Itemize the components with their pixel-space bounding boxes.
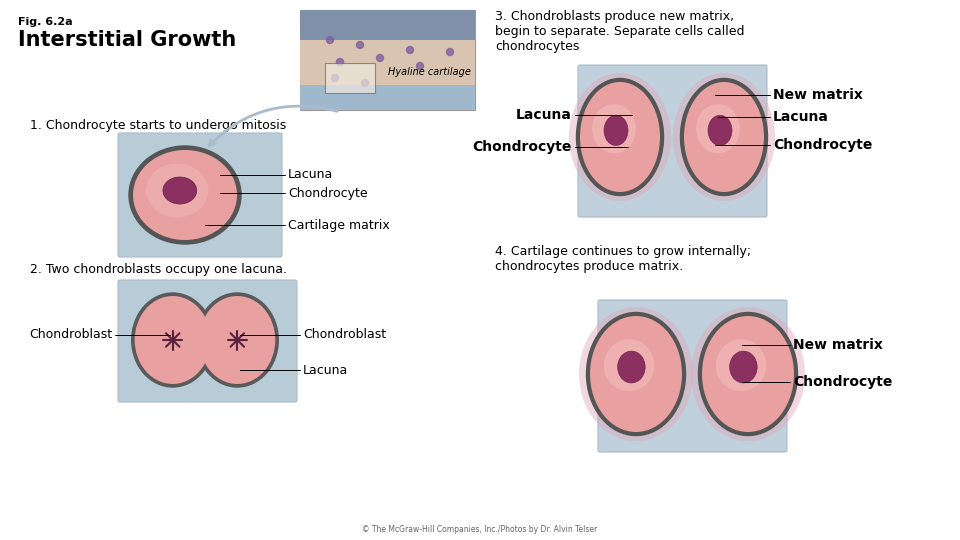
Ellipse shape bbox=[196, 293, 278, 387]
Bar bbox=[300, 10, 475, 110]
FancyBboxPatch shape bbox=[578, 65, 767, 217]
Text: Chondrocyte: Chondrocyte bbox=[773, 138, 873, 152]
Text: 2. Two chondroblasts occupy one lacuna.: 2. Two chondroblasts occupy one lacuna. bbox=[30, 264, 287, 276]
Text: 3. Chondroblasts produce new matrix,
begin to separate. Separate cells called
ch: 3. Chondroblasts produce new matrix, beg… bbox=[495, 10, 745, 53]
Ellipse shape bbox=[730, 351, 757, 383]
Text: © The McGraw-Hill Companies, Inc./Photos by Dr. Alvin Telser: © The McGraw-Hill Companies, Inc./Photos… bbox=[362, 525, 598, 534]
Text: Chondrocyte: Chondrocyte bbox=[472, 140, 572, 154]
Ellipse shape bbox=[133, 150, 237, 240]
Circle shape bbox=[356, 42, 364, 49]
Ellipse shape bbox=[702, 316, 794, 432]
Ellipse shape bbox=[708, 115, 732, 145]
Bar bbox=[325, 63, 375, 93]
FancyBboxPatch shape bbox=[598, 300, 787, 452]
Ellipse shape bbox=[716, 339, 766, 392]
Ellipse shape bbox=[129, 146, 241, 244]
Text: 4. Cartilage continues to grow internally;
chondrocytes produce matrix.: 4. Cartilage continues to grow internall… bbox=[495, 245, 751, 273]
Text: Chondroblast: Chondroblast bbox=[303, 328, 386, 341]
Text: Lacuna: Lacuna bbox=[773, 110, 828, 124]
Text: Fig. 6.2a: Fig. 6.2a bbox=[18, 17, 73, 27]
Text: 1. Chondrocyte starts to undergo mitosis: 1. Chondrocyte starts to undergo mitosis bbox=[30, 118, 286, 132]
Ellipse shape bbox=[587, 313, 685, 435]
Text: Chondrocyte: Chondrocyte bbox=[288, 186, 368, 199]
Bar bbox=[300, 40, 475, 85]
Text: Chondroblast: Chondroblast bbox=[29, 328, 112, 341]
Circle shape bbox=[331, 75, 339, 82]
Bar bbox=[300, 85, 475, 110]
Ellipse shape bbox=[699, 313, 798, 435]
FancyBboxPatch shape bbox=[118, 133, 282, 257]
Circle shape bbox=[417, 63, 423, 70]
Ellipse shape bbox=[200, 296, 276, 384]
Ellipse shape bbox=[132, 293, 214, 387]
Text: New matrix: New matrix bbox=[793, 338, 883, 352]
Ellipse shape bbox=[604, 115, 628, 145]
Circle shape bbox=[362, 79, 369, 86]
Ellipse shape bbox=[577, 78, 663, 195]
Ellipse shape bbox=[592, 104, 636, 153]
Ellipse shape bbox=[590, 316, 682, 432]
Text: New matrix: New matrix bbox=[773, 88, 863, 102]
Ellipse shape bbox=[673, 73, 775, 201]
Text: Interstitial Growth: Interstitial Growth bbox=[18, 30, 236, 50]
Circle shape bbox=[337, 58, 344, 65]
Ellipse shape bbox=[579, 307, 693, 441]
Ellipse shape bbox=[604, 339, 655, 392]
FancyBboxPatch shape bbox=[118, 280, 297, 402]
Text: Lacuna: Lacuna bbox=[303, 363, 348, 376]
Text: Cartilage matrix: Cartilage matrix bbox=[288, 219, 390, 232]
Text: Lacuna: Lacuna bbox=[516, 108, 572, 122]
Circle shape bbox=[406, 46, 414, 53]
Ellipse shape bbox=[569, 73, 671, 201]
Circle shape bbox=[446, 49, 453, 56]
Ellipse shape bbox=[163, 177, 197, 204]
Ellipse shape bbox=[696, 104, 740, 153]
Ellipse shape bbox=[684, 82, 764, 192]
Ellipse shape bbox=[681, 78, 767, 195]
Ellipse shape bbox=[617, 351, 645, 383]
Ellipse shape bbox=[146, 164, 208, 218]
Text: Lacuna: Lacuna bbox=[288, 168, 333, 181]
Ellipse shape bbox=[134, 296, 210, 384]
Circle shape bbox=[376, 55, 383, 62]
Ellipse shape bbox=[691, 307, 805, 441]
Circle shape bbox=[326, 37, 333, 44]
Ellipse shape bbox=[580, 82, 660, 192]
Text: Hyaline cartilage: Hyaline cartilage bbox=[388, 67, 471, 77]
Bar bbox=[300, 10, 475, 40]
Text: Chondrocyte: Chondrocyte bbox=[793, 375, 893, 389]
